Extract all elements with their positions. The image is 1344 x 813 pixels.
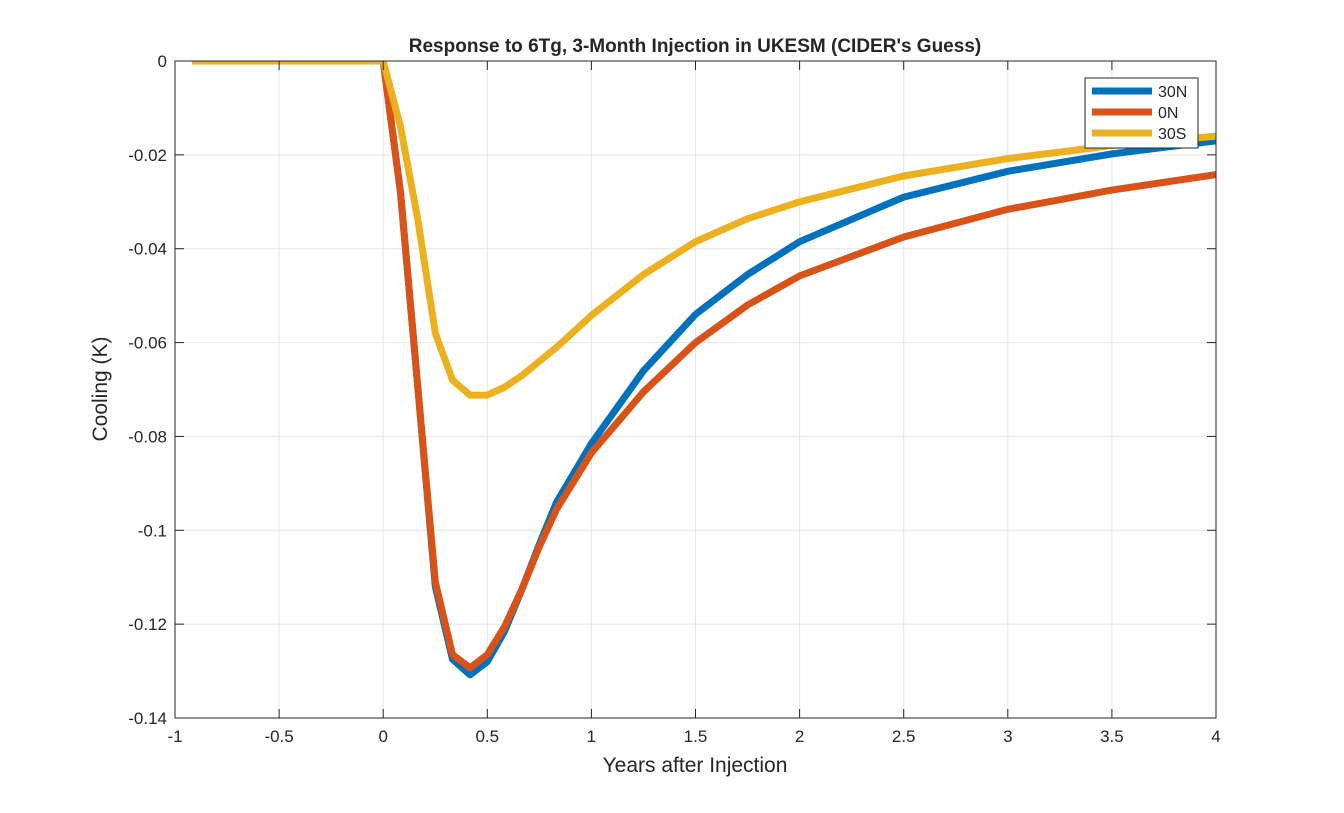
chart-title: Response to 6Tg, 3-Month Injection in UK… [409, 36, 981, 57]
x-tick-label: -1 [167, 727, 182, 746]
y-tick-labels: -0.14 -0.12 -0.1 -0.08 -0.06 -0.04 -0.02 0 [128, 52, 167, 728]
axis-ticks [174, 60, 1217, 719]
y-tick-label: -0.04 [128, 240, 167, 259]
y-tick-label: -0.02 [128, 146, 167, 165]
x-tick-label: 3.5 [1100, 727, 1124, 746]
x-tick-label: 1.5 [684, 727, 708, 746]
x-tick-labels: -1 -0.5 0 0.5 1 1.5 2 2.5 3 3.5 4 [167, 727, 1220, 746]
legend: 30N 0N 30S [1084, 77, 1199, 149]
legend-label-30n: 30N [1158, 84, 1187, 101]
x-tick-label: 0 [378, 727, 387, 746]
legend-label-30s: 30S [1158, 126, 1186, 143]
x-tick-label: 3 [1003, 727, 1012, 746]
y-tick-label: -0.12 [128, 615, 167, 634]
y-tick-label: -0.06 [128, 334, 167, 353]
x-tick-label: 2.5 [892, 727, 916, 746]
legend-label-0n: 0N [1158, 105, 1178, 122]
y-axis-label: Cooling (K) [89, 336, 112, 441]
y-tick-label: -0.08 [128, 427, 167, 446]
x-tick-label: 1 [587, 727, 596, 746]
series-line-0n [192, 61, 1216, 672]
series-line-30s [192, 61, 1216, 399]
y-tick-label: 0 [158, 52, 167, 71]
y-tick-label: -0.14 [128, 709, 167, 728]
x-axis-label: Years after Injection [603, 754, 788, 777]
x-tick-label: -0.5 [264, 727, 293, 746]
x-tick-label: 0.5 [475, 727, 499, 746]
y-tick-label: -0.1 [138, 521, 167, 540]
x-tick-label: 2 [795, 727, 804, 746]
x-tick-label: 4 [1211, 727, 1220, 746]
series-layer [192, 61, 1216, 679]
